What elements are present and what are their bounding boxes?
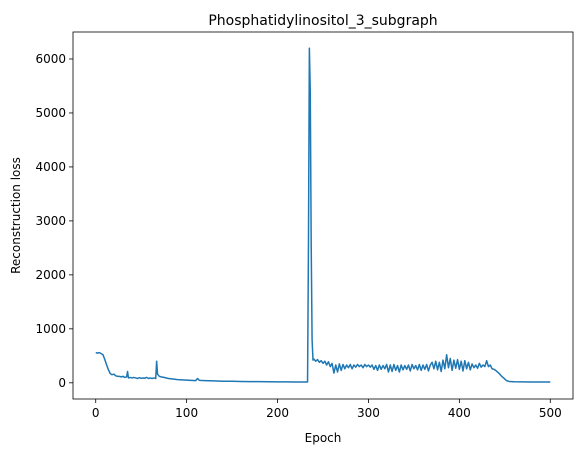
x-tick-label: 100 xyxy=(175,406,198,420)
y-tick-label: 6000 xyxy=(35,52,66,66)
y-axis-label: Reconstruction loss xyxy=(9,157,23,274)
y-tick-label: 5000 xyxy=(35,106,66,120)
y-axis-ticks: 0 1000 2000 3000 4000 5000 6000 xyxy=(35,52,73,390)
y-tick-label: 0 xyxy=(58,376,66,390)
plot-area: 0 100 200 300 400 500 0 1000 2000 3000 4000 5000 60… xyxy=(35,31,574,420)
series-line xyxy=(95,47,551,383)
x-tick-label: 300 xyxy=(357,406,380,420)
x-axis-ticks: 0 100 200 300 400 500 xyxy=(92,399,562,420)
x-tick-label: 0 xyxy=(92,406,100,420)
x-tick-label: 200 xyxy=(266,406,289,420)
x-tick-label: 500 xyxy=(539,406,562,420)
plot-frame xyxy=(72,31,574,400)
y-tick-label: 3000 xyxy=(35,214,66,228)
y-tick-label: 4000 xyxy=(35,160,66,174)
x-tick-label: 400 xyxy=(448,406,471,420)
chart-title: Phosphatidylinositol_3_subgraph xyxy=(208,13,437,29)
y-tick-label: 2000 xyxy=(35,268,66,282)
x-axis-label: Epoch xyxy=(305,431,342,445)
series-group xyxy=(95,47,551,383)
y-tick-label: 1000 xyxy=(35,322,66,336)
